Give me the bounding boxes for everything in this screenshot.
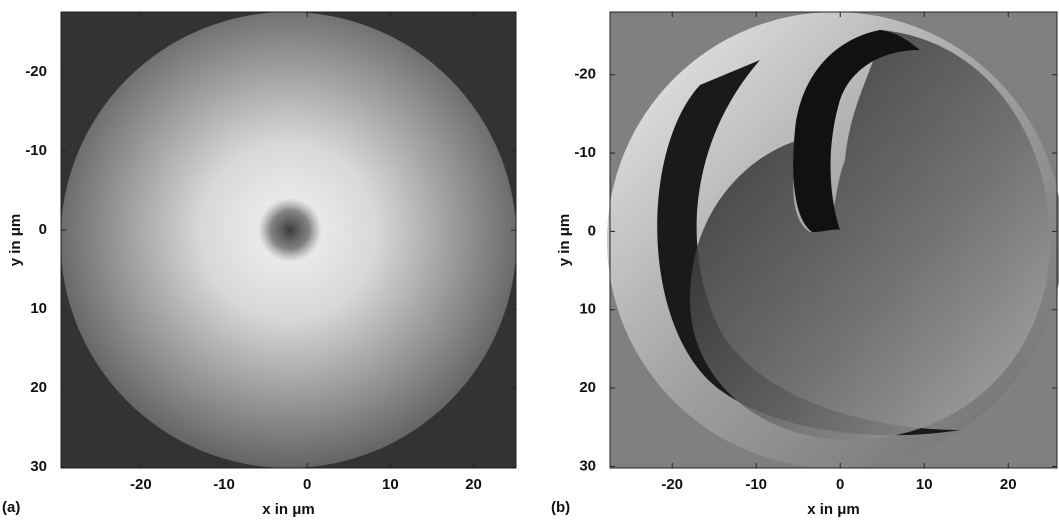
panel-b: -20 -10 0 10 20 -20 -10 0 10 20 30 x in μm y in μm (b… [551,11,1059,518]
y-tick-label: 0 [588,222,596,239]
y-tick-label: 10 [579,301,596,318]
y-tick-label: -20 [25,63,47,80]
y-axis-label: y in μm [556,214,573,267]
x-tick-label: 20 [1000,476,1017,493]
x-axis-label: x in μm [262,501,315,518]
y-tick-label: 30 [30,458,47,475]
x-axis-label: x in μm [807,501,860,518]
y-tick-label: 20 [30,379,47,396]
y-tick-label: -10 [574,144,596,161]
x-tick-label: 0 [303,476,311,493]
panel-label: (b) [551,499,570,516]
vortex-core [258,198,322,262]
axes-frame [60,11,517,469]
y-tick-label: -10 [25,142,47,159]
x-tick-label: -20 [130,476,152,493]
x-tick-label: -10 [745,476,767,493]
x-tick-label: 10 [382,476,399,493]
y-tick-label: -20 [574,66,596,83]
x-tick-label: 10 [916,476,933,493]
y-tick-label: 20 [579,379,596,396]
y-axis-label: y in μm [7,214,24,267]
axes-frame [609,11,1058,469]
y-tick-label: 0 [39,221,47,238]
x-tick-label: -20 [661,476,683,493]
phase-wrap [793,30,920,232]
y-tick-label: 30 [579,457,596,474]
x-tick-label: -10 [213,476,235,493]
phase-region [690,30,1050,440]
x-tick-label: 20 [465,476,482,493]
y-tick-label: 10 [30,300,47,317]
x-tick-label: 0 [836,476,844,493]
panel-label: (a) [2,499,20,516]
panel-a: -20 -10 0 10 20 -20 -10 0 10 20 30 x in μm y in μm (a… [2,11,517,518]
